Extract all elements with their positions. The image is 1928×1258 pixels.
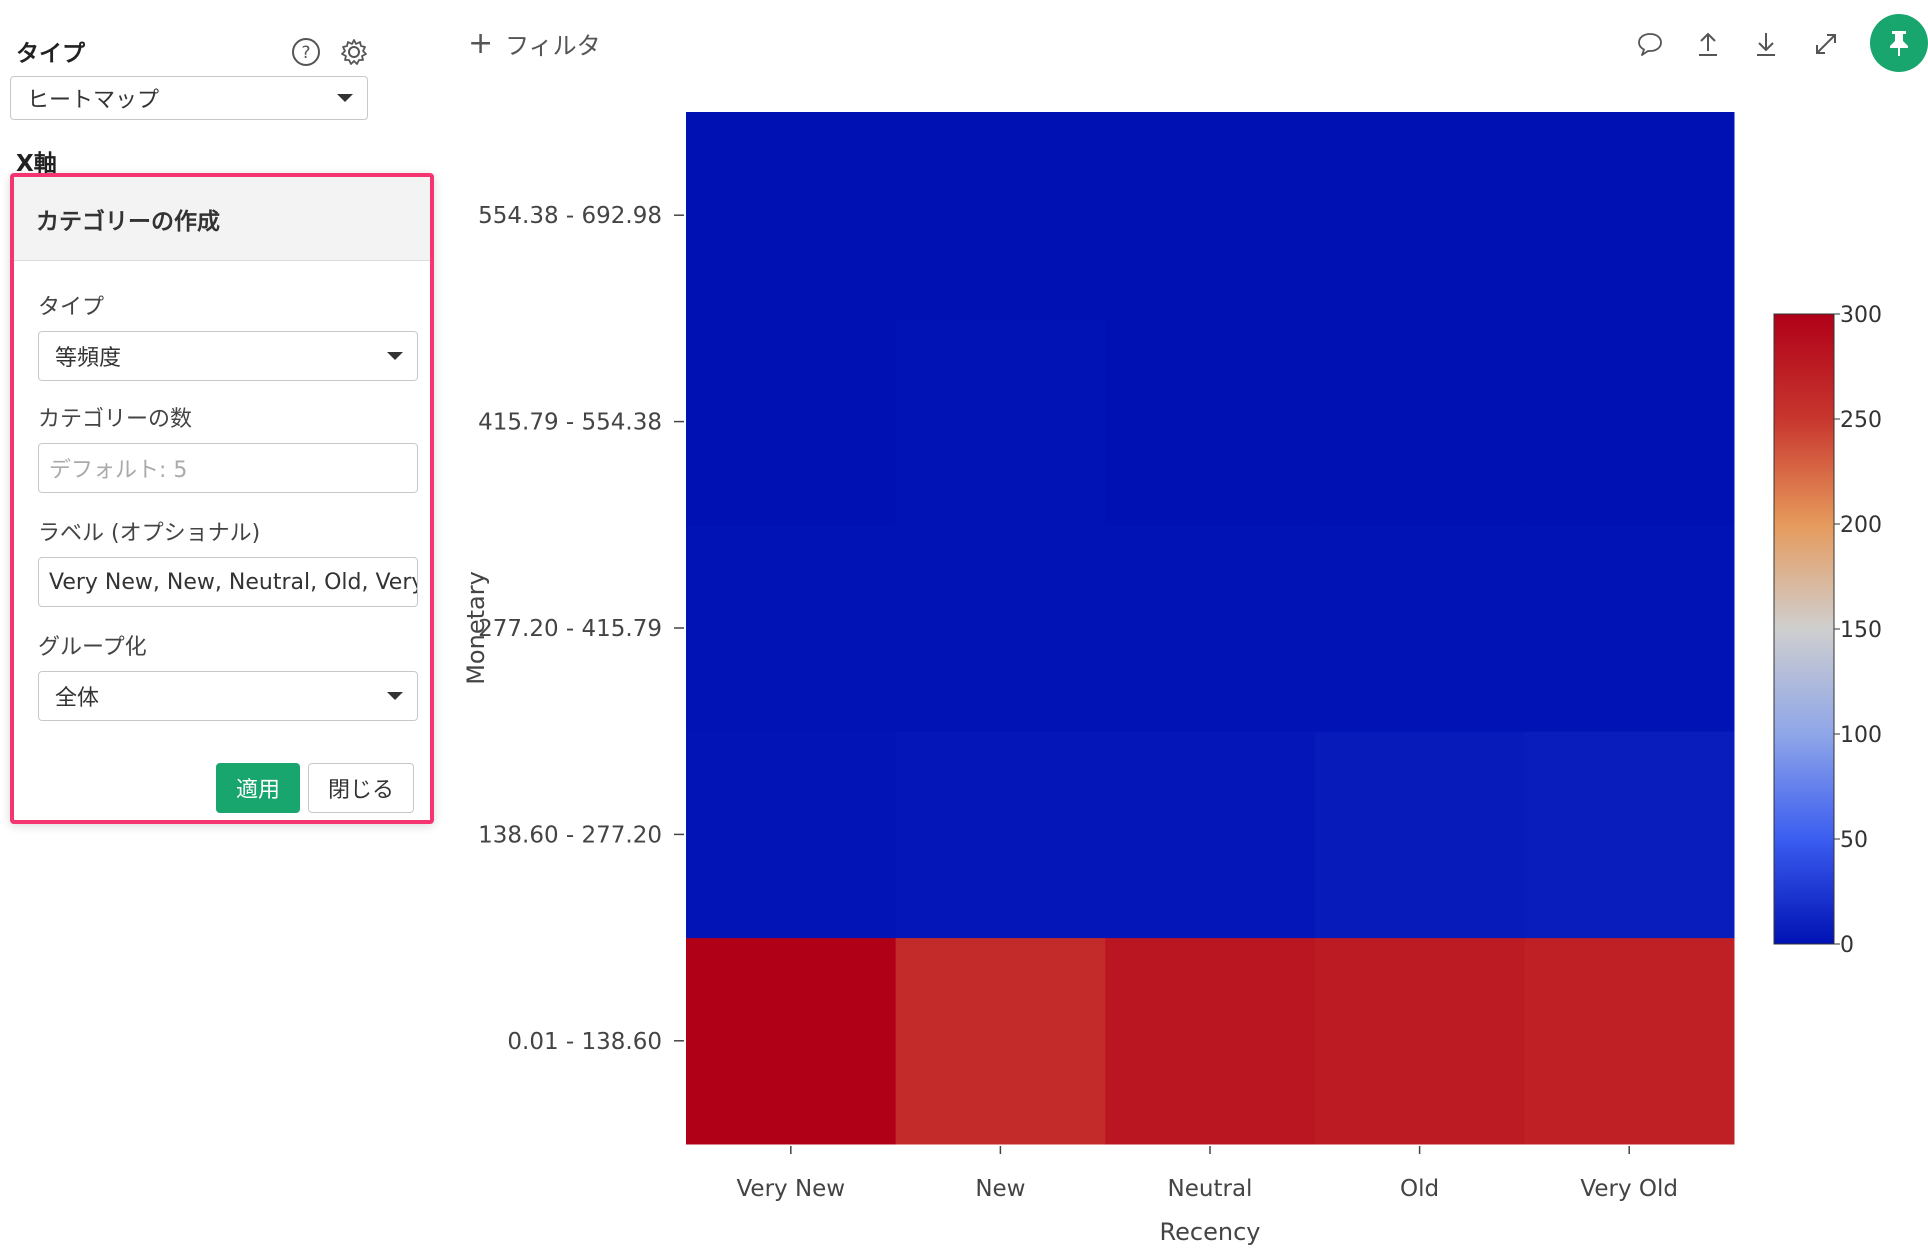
colorbar-tick-label: 250 [1840,408,1882,433]
pin-icon [1890,31,1908,56]
colorbar-tick-label: 200 [1840,513,1882,538]
grouping-value: 全体 [55,686,100,711]
comment-icon[interactable] [1630,24,1670,64]
y-tick-label: 138.60 - 277.20 [478,822,662,848]
heatmap-cell [1524,318,1735,526]
x-tick-label: Very New [736,1176,845,1202]
heatmap-cell [895,112,1106,319]
grouping-select[interactable]: 全体 [38,671,418,721]
y-tick-label: 415.79 - 554.38 [478,410,662,436]
apply-button[interactable]: 適用 [216,763,300,813]
popover-title: カテゴリーの作成 [14,177,430,261]
colorbar-tick-label: 300 [1840,303,1882,328]
x-tick-label: Old [1400,1176,1439,1202]
expand-icon[interactable] [1806,24,1846,64]
heatmap-cell [895,524,1106,732]
gear-icon[interactable] [338,36,370,68]
y-tick-label: 554.38 - 692.98 [478,203,662,229]
y-axis-title: Monetary [462,571,490,685]
heatmap-cell [1105,318,1316,526]
category-type-select[interactable]: 等頻度 [38,331,418,381]
heatmap-cell [895,731,1106,939]
x-axis-title: Recency [1160,1218,1261,1246]
colorbar-tick-label: 150 [1840,618,1882,643]
heatmap-cell [1314,937,1525,1145]
x-tick-label: New [975,1176,1025,1202]
chart-type-value: ヒートマップ [27,88,160,113]
chart-type-label: タイプ [16,41,85,67]
grouping-label: グループ化 [38,635,147,660]
heatmap-cell [686,937,897,1145]
heatmap-cell [1105,112,1316,319]
colorbar-tick-label: 50 [1840,828,1868,853]
heatmap-cell [1105,524,1316,732]
heatmap-cell [686,731,897,939]
chevron-down-icon [387,692,403,700]
heatmap-cell [1314,524,1525,732]
heatmap-cell [1105,731,1316,939]
category-count-input[interactable]: デフォルト: 5 [38,443,418,493]
help-icon[interactable]: ? [290,36,322,68]
colorbar-tick-label: 100 [1840,723,1882,748]
heatmap-cell [686,112,897,319]
add-filter-button[interactable]: + フィルタ [468,26,601,61]
heatmap-cell [895,318,1106,526]
heatmap-cell [1524,731,1735,939]
heatmap-cell [1524,937,1735,1145]
heatmap-cell [686,318,897,526]
heatmap-cell [1314,112,1525,319]
category-count-label: カテゴリーの数 [38,407,193,432]
upload-icon[interactable] [1688,24,1728,64]
category-labels-label: ラベル (オプショナル) [38,521,261,546]
chart-type-select[interactable]: ヒートマップ [10,76,368,120]
chevron-down-icon [337,94,353,102]
category-type-label: タイプ [38,295,105,320]
x-axis-label: X軸 [16,151,57,177]
heatmap-cell [1524,112,1735,319]
heatmap-cell [1524,524,1735,732]
create-category-popover: カテゴリーの作成 タイプ 等頻度 カテゴリーの数 デフォルト: 5 ラベル (オ… [10,173,434,824]
category-labels-input[interactable]: Very New, New, Neutral, Old, Very Old [38,557,418,607]
y-tick-label: 277.20 - 415.79 [478,616,662,642]
colorbar-tick-label: 0 [1840,933,1854,958]
heatmap-cell [1314,318,1525,526]
filter-label: フィルタ [505,32,601,60]
heatmap-cell [1314,731,1525,939]
plus-icon: + [468,25,494,61]
heatmap-cell [686,524,897,732]
y-tick-label: 0.01 - 138.60 [507,1029,662,1055]
heatmap-cell [895,937,1106,1145]
x-tick-label: Neutral [1168,1176,1253,1202]
category-type-value: 等頻度 [55,346,122,371]
pin-button[interactable] [1870,14,1928,72]
colorbar [1773,313,1835,945]
chevron-down-icon [387,352,403,360]
heatmap-cell [1105,937,1316,1145]
svg-text:?: ? [301,43,310,63]
download-icon[interactable] [1746,24,1786,64]
close-button[interactable]: 閉じる [308,763,414,813]
x-tick-label: Very Old [1580,1176,1678,1202]
